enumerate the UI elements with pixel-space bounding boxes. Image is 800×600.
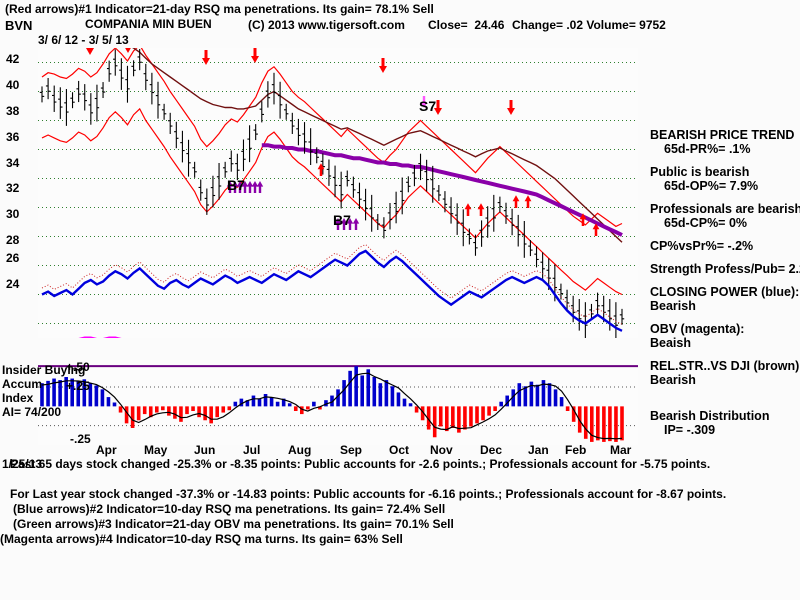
annotation-b7-mid: B7	[333, 212, 351, 228]
public-block: Public is bearish 65d-OP%= 7.9%	[650, 165, 800, 193]
date-range: 3/ 6/ 12 - 3/ 5/ 13	[38, 33, 129, 47]
y-tick-36: 36	[6, 130, 20, 144]
price-trend-value: 65d-PR%= .1%	[664, 142, 751, 156]
y-tick-38: 38	[6, 104, 20, 118]
distribution-title: Bearish Distribution	[650, 409, 770, 423]
insider-buying-label: Insider Buying	[2, 363, 86, 377]
change-volume: Change= .02 Volume= 9752	[512, 18, 666, 32]
public-title: Public is bearish	[650, 165, 750, 179]
note-past-65-days: Past 65 days stock changed -25.3% or -8.…	[10, 457, 711, 471]
y-tick-28: 28	[6, 233, 20, 247]
x-tick-oct: Oct	[389, 443, 410, 457]
annotation-b7-left: B7	[227, 177, 245, 193]
professionals-title: Professionals are bearish	[650, 202, 800, 216]
distribution-block: Bearish Distribution IP= -.309	[650, 409, 800, 437]
copyright-notice: (C) 2013 www.tigersoft.com	[248, 18, 405, 32]
closing-power-block: CLOSING POWER (blue): Bearish	[650, 285, 800, 313]
professionals-block: Professionals are bearish 65d-CP%= 0%	[650, 202, 800, 230]
x-tick-apr: Apr	[96, 443, 117, 457]
y-tick-34: 34	[6, 156, 20, 170]
professionals-value: 65d-CP%= 0%	[664, 216, 748, 230]
rel-str-value: Bearish	[650, 373, 696, 387]
price-trend-block: BEARISH PRICE TREND 65d-PR%= .1%	[650, 128, 800, 156]
accumulation-index-pane[interactable]	[38, 360, 638, 445]
ticker-symbol: BVN	[5, 18, 33, 33]
y-tick-24: 24	[6, 277, 20, 291]
accum-tick-minus25: -.25	[70, 432, 91, 446]
price-trend-title: BEARISH PRICE TREND	[650, 128, 795, 142]
accum-tick-plus25: +.25	[66, 379, 90, 393]
ai-value-label: AI= 74/200	[2, 405, 62, 419]
cp-vs-pr-value: CP%vsPr%= -.2%	[650, 239, 754, 253]
y-tick-26: 26	[6, 251, 20, 265]
x-tick-jan: Jan	[528, 443, 549, 457]
accum-label: Accum	[2, 377, 43, 391]
x-tick-sep: Sep	[340, 443, 363, 457]
x-tick-dec: Dec	[480, 443, 503, 457]
note-indicator-3: (Green arrows)#3 Indicator=21-day OBV ma…	[13, 517, 454, 531]
obv-title: OBV (magenta):	[650, 322, 745, 336]
strength-block: Strength Profess/Pub= 2.2	[650, 262, 800, 276]
x-tick-feb: Feb	[565, 443, 587, 457]
index-label: Index	[2, 391, 34, 405]
note-indicator-2: (Blue arrows)#2 Indicator=10-day RSQ ma …	[13, 502, 446, 516]
x-tick-mar: Mar	[610, 443, 632, 457]
accum-tick-plus50: +.50	[66, 360, 90, 374]
annotation-s7: S7	[419, 98, 437, 114]
company-name: COMPANIA MIN BUEN	[85, 17, 212, 31]
distribution-value: IP= -.309	[664, 423, 716, 437]
indicator-1-headline: (Red arrows)#1 Indicator=21-day RSQ ma p…	[5, 2, 434, 16]
rel-str-block: REL.STR..VS DJI (brown) Bearish	[650, 359, 800, 387]
cp-vs-pr-block: CP%vsPr%= -.2%	[650, 239, 800, 253]
public-value: 65d-OP%= 7.9%	[664, 179, 759, 193]
closing-power-title: CLOSING POWER (blue):	[650, 285, 800, 299]
y-tick-42: 42	[6, 52, 20, 66]
obv-value: Beaish	[650, 336, 691, 350]
x-tick-may: May	[144, 443, 168, 457]
close-price: Close= 24.46	[428, 18, 505, 32]
obv-block: OBV (magenta): Beaish	[650, 322, 800, 350]
y-tick-30: 30	[6, 207, 20, 221]
x-tick-jun: Jun	[194, 443, 216, 457]
closing-power-value: Bearish	[650, 299, 696, 313]
x-tick-nov: Nov	[430, 443, 453, 457]
x-tick-aug: Aug	[288, 443, 312, 457]
note-overlap-date: 1/25/13	[2, 457, 43, 471]
price-chart-pane[interactable]	[38, 48, 638, 338]
note-last-year: For Last year stock changed -37.3% or -1…	[10, 487, 727, 501]
y-tick-32: 32	[6, 181, 20, 195]
rel-str-title: REL.STR..VS DJI (brown)	[650, 359, 800, 373]
note-indicator-4: (Magenta arrows)#4 Indicator=10-day RSQ …	[0, 532, 403, 546]
analysis-panel: BEARISH PRICE TREND 65d-PR%= .1% Public …	[650, 128, 800, 446]
x-tick-jul: Jul	[243, 443, 261, 457]
strength-value: Strength Profess/Pub= 2.2	[650, 262, 800, 276]
y-tick-40: 40	[6, 78, 20, 92]
